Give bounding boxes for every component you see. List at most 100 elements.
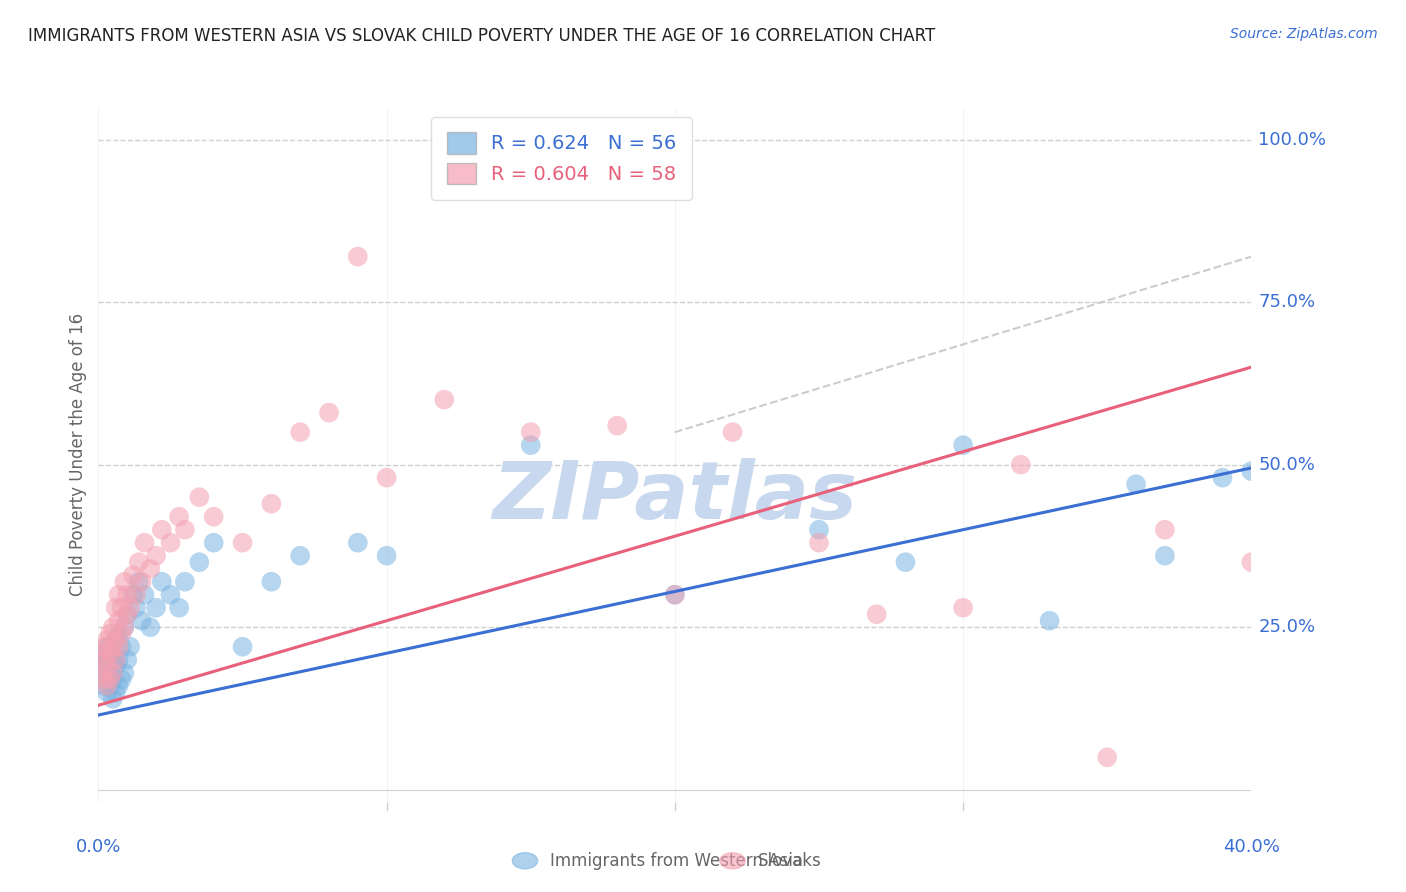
Text: 25.0%: 25.0%: [1258, 618, 1316, 636]
Point: [107, 679, 129, 693]
Point: [125, 600, 148, 615]
Point: [101, 665, 124, 680]
Point: [318, 406, 340, 420]
Point: [93, 653, 115, 667]
Point: [90, 653, 112, 667]
Point: [96, 659, 118, 673]
Point: [98, 665, 121, 680]
Y-axis label: Child Poverty Under the Age of 16: Child Poverty Under the Age of 16: [69, 313, 87, 597]
Point: [117, 653, 138, 667]
Point: [107, 614, 129, 628]
Point: [96, 633, 118, 648]
Point: [110, 672, 132, 686]
Point: [202, 535, 225, 549]
Point: [188, 555, 211, 569]
Point: [117, 607, 138, 622]
Point: [101, 691, 124, 706]
Point: [150, 523, 173, 537]
Point: [122, 588, 145, 602]
Point: [110, 640, 132, 654]
Point: [98, 679, 121, 693]
Point: [112, 620, 135, 634]
Text: 40.0%: 40.0%: [1223, 838, 1279, 856]
Point: [520, 425, 543, 439]
Text: 50.0%: 50.0%: [1258, 456, 1315, 474]
Point: [866, 607, 889, 622]
Point: [1010, 458, 1032, 472]
Point: [96, 685, 118, 699]
Point: [174, 574, 197, 589]
Point: [93, 659, 115, 673]
Point: [167, 509, 190, 524]
Point: [188, 490, 211, 504]
Point: [433, 392, 456, 407]
Point: [93, 646, 115, 660]
Point: [122, 568, 145, 582]
Point: [128, 555, 150, 569]
Point: [159, 588, 181, 602]
Point: [90, 665, 112, 680]
Point: [107, 626, 129, 640]
Point: [134, 535, 156, 549]
Point: [134, 588, 156, 602]
Point: [93, 640, 115, 654]
Point: [131, 614, 153, 628]
Point: [98, 626, 121, 640]
Point: [1153, 549, 1175, 563]
Point: [96, 679, 118, 693]
Point: [101, 672, 124, 686]
Text: Slovaks: Slovaks: [758, 852, 821, 870]
Point: [952, 438, 974, 452]
Point: [807, 523, 830, 537]
Point: [952, 600, 974, 615]
Point: [104, 653, 127, 667]
Point: [96, 672, 118, 686]
Point: [93, 672, 115, 686]
Point: [117, 607, 138, 622]
Point: [128, 574, 150, 589]
Point: [159, 535, 181, 549]
Point: [807, 535, 830, 549]
Point: [894, 555, 917, 569]
Point: [145, 600, 167, 615]
Point: [107, 640, 129, 654]
Point: [1038, 614, 1062, 628]
Point: [1097, 750, 1119, 764]
Point: [150, 574, 173, 589]
Text: Immigrants from Western Asia: Immigrants from Western Asia: [550, 852, 803, 870]
Point: [664, 588, 686, 602]
Point: [721, 425, 744, 439]
Legend: R = 0.624   N = 56, R = 0.604   N = 58: R = 0.624 N = 56, R = 0.604 N = 58: [432, 117, 692, 200]
Point: [104, 659, 127, 673]
Point: [606, 418, 628, 433]
Point: [104, 633, 127, 648]
Point: [290, 549, 312, 563]
Point: [112, 574, 135, 589]
Point: [107, 653, 129, 667]
Point: [96, 640, 118, 654]
Point: [139, 620, 162, 634]
Point: [120, 600, 142, 615]
Point: [174, 523, 197, 537]
Point: [90, 646, 112, 660]
Point: [139, 562, 162, 576]
Point: [231, 535, 254, 549]
Point: [664, 588, 686, 602]
Text: 0.0%: 0.0%: [76, 838, 121, 856]
Point: [112, 620, 135, 634]
Point: [145, 549, 167, 563]
Point: [1125, 477, 1147, 491]
Point: [125, 588, 148, 602]
Point: [290, 425, 312, 439]
Point: [131, 574, 153, 589]
Point: [110, 600, 132, 615]
Point: [98, 646, 121, 660]
Point: [104, 685, 127, 699]
Text: IMMIGRANTS FROM WESTERN ASIA VS SLOVAK CHILD POVERTY UNDER THE AGE OF 16 CORRELA: IMMIGRANTS FROM WESTERN ASIA VS SLOVAK C…: [28, 27, 935, 45]
Point: [346, 250, 368, 264]
Point: [93, 679, 115, 693]
Point: [101, 653, 124, 667]
Text: Source: ZipAtlas.com: Source: ZipAtlas.com: [1230, 27, 1378, 41]
Point: [90, 665, 112, 680]
Point: [112, 665, 135, 680]
